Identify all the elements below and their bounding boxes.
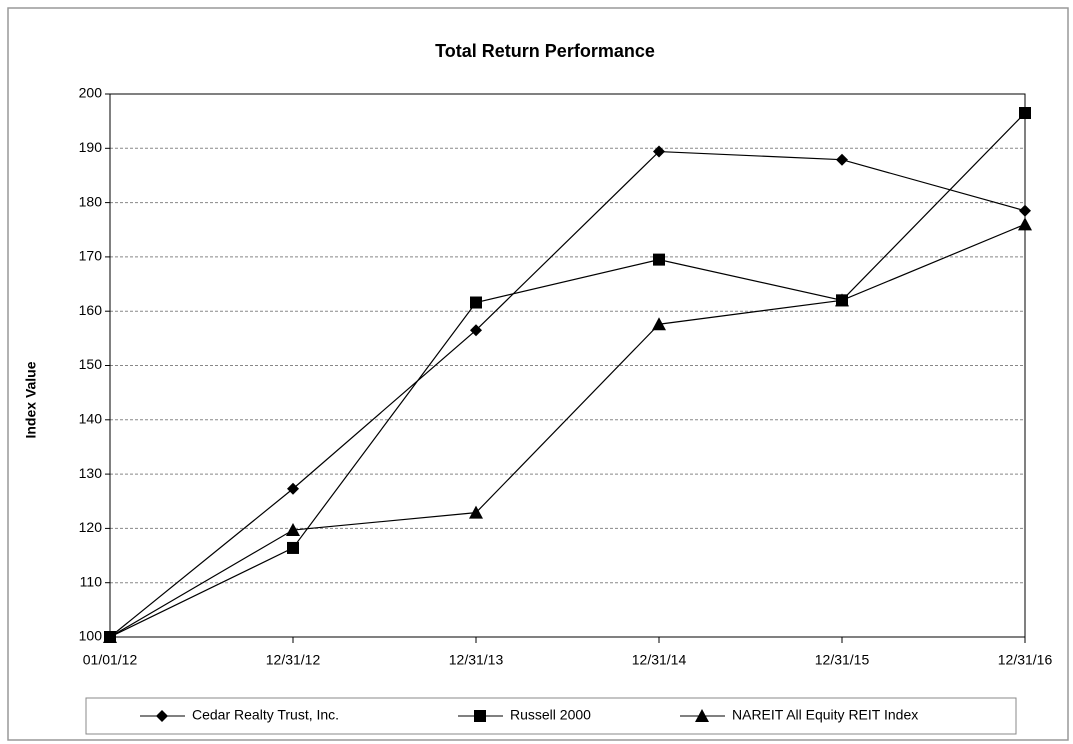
chart-title: Total Return Performance [435, 41, 655, 61]
marker [835, 293, 849, 307]
x-tick-label: 12/31/15 [815, 652, 870, 668]
y-tick-label: 110 [80, 573, 103, 589]
marker [286, 523, 300, 537]
marker [103, 630, 117, 643]
marker [287, 482, 299, 495]
marker [1019, 204, 1031, 217]
y-tick-label: 140 [79, 411, 103, 427]
marker [695, 709, 709, 722]
marker [836, 153, 848, 166]
marker [156, 710, 168, 722]
marker [1019, 107, 1031, 120]
series-line [109, 112, 1026, 638]
y-tick-label: 150 [79, 356, 103, 372]
legend-label: NAREIT All Equity REIT Index [732, 707, 918, 723]
marker [653, 253, 665, 266]
y-tick-label: 130 [79, 465, 103, 481]
x-tick-label: 01/01/12 [83, 652, 138, 668]
y-tick-label: 170 [79, 248, 103, 264]
marker [1018, 217, 1032, 231]
y-axis-label: Index Value [23, 361, 39, 438]
marker [287, 541, 299, 554]
marker [653, 145, 665, 158]
legend-label: Cedar Realty Trust, Inc. [192, 707, 339, 723]
legend-label: Russell 2000 [510, 707, 591, 723]
y-tick-label: 100 [79, 628, 103, 644]
chart-frame [7, 7, 1069, 741]
x-tick-label: 12/31/16 [998, 652, 1053, 668]
marker [469, 505, 483, 519]
x-tick-label: 12/31/14 [632, 652, 687, 668]
marker [474, 710, 486, 722]
y-tick-label: 190 [79, 139, 103, 155]
x-tick-label: 12/31/12 [266, 652, 321, 668]
plot-area [109, 93, 1026, 638]
marker [652, 317, 666, 331]
y-tick-label: 200 [79, 85, 103, 101]
legend-box [85, 697, 1017, 735]
y-tick-label: 160 [79, 302, 103, 318]
series-line [109, 150, 1026, 638]
y-tick-label: 180 [79, 193, 103, 209]
y-tick-label: 120 [79, 519, 103, 535]
marker [470, 296, 482, 309]
x-tick-label: 12/31/13 [449, 652, 504, 668]
marker [470, 324, 482, 337]
series-line [109, 223, 1026, 638]
